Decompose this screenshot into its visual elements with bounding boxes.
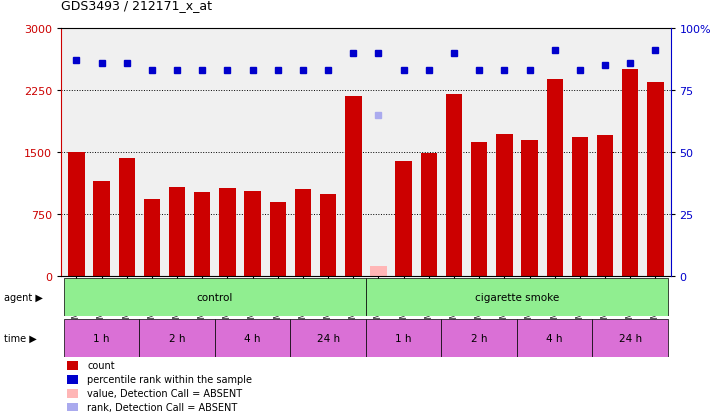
Bar <box>345 97 361 277</box>
Bar <box>441 319 517 357</box>
Bar <box>67 361 79 370</box>
Text: 1 h: 1 h <box>93 333 110 343</box>
Text: 24 h: 24 h <box>619 333 642 343</box>
Bar <box>593 319 668 357</box>
Bar <box>366 319 441 357</box>
Bar <box>622 70 638 277</box>
Bar <box>169 188 185 277</box>
Bar <box>94 182 110 277</box>
Text: agent ▶: agent ▶ <box>4 292 43 302</box>
Bar <box>366 279 668 316</box>
Bar <box>67 375 79 384</box>
Bar <box>521 140 538 277</box>
Text: time ▶: time ▶ <box>4 333 36 343</box>
Bar <box>118 159 135 277</box>
Bar <box>244 192 261 277</box>
Bar <box>647 83 663 277</box>
Bar <box>320 194 336 277</box>
Bar <box>139 319 215 357</box>
Bar <box>194 192 211 277</box>
Bar <box>63 319 139 357</box>
Text: value, Detection Call = ABSENT: value, Detection Call = ABSENT <box>87 388 242 398</box>
Text: GDS3493 / 212171_x_at: GDS3493 / 212171_x_at <box>61 0 212 12</box>
Bar <box>67 389 79 398</box>
Bar <box>215 319 291 357</box>
Bar <box>270 202 286 277</box>
Bar <box>517 319 593 357</box>
Text: count: count <box>87 360 115 370</box>
Bar <box>420 154 437 277</box>
Text: 1 h: 1 h <box>395 333 412 343</box>
Text: cigarette smoke: cigarette smoke <box>475 292 559 302</box>
Bar <box>67 403 79 412</box>
Bar <box>446 95 462 277</box>
Text: 4 h: 4 h <box>244 333 261 343</box>
Text: control: control <box>197 292 233 302</box>
Bar <box>371 267 386 277</box>
Bar <box>597 135 614 277</box>
Text: 24 h: 24 h <box>317 333 340 343</box>
Bar <box>396 162 412 277</box>
Bar <box>547 80 563 277</box>
Bar <box>68 153 84 277</box>
Bar <box>291 319 366 357</box>
Text: 2 h: 2 h <box>169 333 185 343</box>
Text: 4 h: 4 h <box>547 333 563 343</box>
Text: rank, Detection Call = ABSENT: rank, Detection Call = ABSENT <box>87 402 238 412</box>
Bar <box>63 279 366 316</box>
Bar <box>219 188 236 277</box>
Bar <box>295 189 311 277</box>
Bar <box>496 135 513 277</box>
Text: 2 h: 2 h <box>471 333 487 343</box>
Bar <box>572 138 588 277</box>
Text: percentile rank within the sample: percentile rank within the sample <box>87 374 252 384</box>
Bar <box>471 143 487 277</box>
Bar <box>143 200 160 277</box>
